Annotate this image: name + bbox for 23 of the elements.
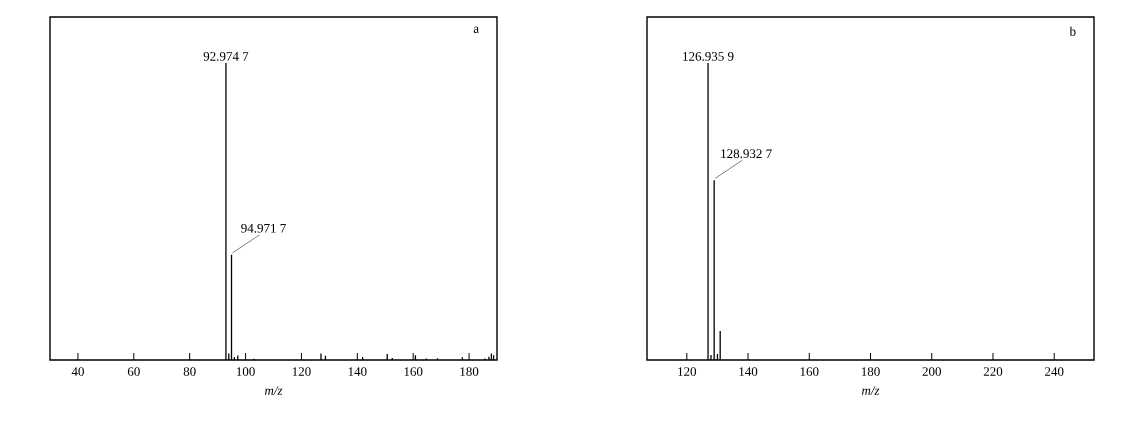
x-tick-label: 100 — [236, 367, 255, 376]
x-tick-label: 160 — [404, 367, 423, 376]
x-tick-label: 180 — [460, 367, 479, 376]
x-tick-label: 140 — [739, 367, 758, 376]
chart-title: b — [1069, 26, 1076, 36]
x-tick-label: 140 — [348, 367, 367, 376]
x-tick-label: 80 — [183, 367, 196, 376]
x-tick-label: 120 — [678, 367, 697, 376]
annotation: 92.974 7 — [203, 52, 249, 61]
x-tick-label: 60 — [127, 367, 140, 376]
x-tick-label: 180 — [861, 367, 880, 376]
x-tick-label: 200 — [922, 367, 941, 376]
x-axis-title: m/z — [861, 386, 880, 395]
x-tick-label: 120 — [292, 367, 311, 376]
x-tick-label: 160 — [800, 367, 819, 376]
annotation: 94.971 7 — [241, 223, 286, 233]
chart-title: a — [473, 26, 479, 33]
x-tick-label: 220 — [983, 367, 1003, 376]
annotation: 126.935 9 — [683, 52, 734, 61]
x-tick-label: 40 — [71, 367, 84, 376]
x-axis-title: m/z — [264, 386, 283, 395]
x-tick-label: 240 — [1045, 367, 1064, 376]
annotation: 128.932 7 — [721, 149, 772, 159]
